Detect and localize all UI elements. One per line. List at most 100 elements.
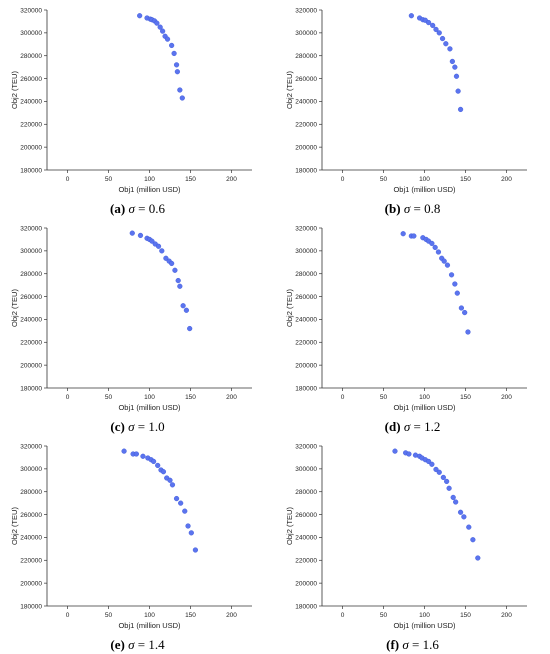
caption-symbol: σ	[402, 637, 409, 652]
y-tick-label: 320000	[20, 225, 42, 232]
y-tick-label: 260000	[20, 512, 42, 519]
data-point	[429, 461, 435, 467]
y-tick-label: 200000	[295, 580, 317, 587]
caption-tag: (a)	[110, 201, 126, 216]
caption-value: = 0.8	[413, 201, 441, 216]
caption-value: = 1.6	[412, 637, 439, 652]
y-tick-label: 320000	[295, 7, 317, 14]
y-tick-label: 220000	[295, 122, 317, 129]
data-point	[447, 46, 453, 52]
data-point	[185, 523, 191, 529]
y-tick-label: 280000	[20, 53, 42, 60]
data-point	[433, 466, 439, 473]
x-tick-label: 100	[144, 612, 155, 619]
data-point	[155, 243, 162, 249]
data-point	[440, 474, 446, 481]
x-tick-label: 100	[419, 612, 430, 619]
x-tick-label: 100	[419, 176, 430, 183]
data-point	[475, 555, 481, 561]
data-point	[169, 482, 176, 488]
caption-symbol: σ	[403, 201, 411, 216]
x-tick-label: 200	[226, 394, 237, 401]
data-point	[452, 281, 458, 287]
x-axis-label: Obj1 (million USD)	[393, 621, 456, 630]
x-tick-label: 150	[185, 176, 196, 183]
y-tick-label: 180000	[295, 167, 317, 174]
y-axis-label: Obj2 (TEU)	[285, 507, 294, 545]
y-tick-label: 240000	[20, 99, 42, 106]
data-point	[155, 462, 161, 469]
data-point	[444, 262, 451, 268]
data-point	[177, 87, 183, 93]
data-point	[462, 309, 468, 316]
y-tick-label: 240000	[295, 535, 317, 542]
x-tick-label: 100	[144, 394, 155, 401]
data-point	[466, 524, 472, 530]
caption-value: = 1.4	[137, 637, 165, 652]
data-point	[160, 469, 167, 475]
x-tick-label: 50	[380, 612, 388, 619]
x-tick-label: 150	[460, 612, 471, 619]
data-point	[137, 232, 144, 239]
data-point	[443, 41, 449, 47]
y-tick-label: 320000	[20, 443, 42, 450]
y-tick-label: 260000	[20, 294, 42, 301]
data-point	[177, 283, 183, 289]
data-point	[446, 485, 452, 491]
data-point	[171, 50, 177, 57]
data-point	[444, 478, 450, 485]
x-tick-label: 200	[226, 612, 237, 619]
y-tick-label: 280000	[295, 53, 317, 60]
data-point	[461, 514, 467, 520]
y-tick-label: 280000	[295, 271, 317, 278]
x-tick-label: 50	[105, 394, 113, 401]
x-tick-label: 150	[185, 612, 196, 619]
y-tick-label: 200000	[20, 144, 42, 151]
x-tick-label: 150	[185, 394, 196, 401]
y-tick-label: 280000	[20, 489, 42, 496]
caption-value: = 1.2	[413, 419, 441, 434]
data-point	[183, 307, 190, 313]
data-point	[169, 260, 175, 267]
y-tick-label: 240000	[295, 99, 317, 106]
x-axis-label: Obj1 (million USD)	[118, 621, 181, 630]
data-point	[169, 42, 175, 49]
y-axis-label: Obj2 (TEU)	[285, 71, 294, 109]
x-axis-label: Obj1 (million USD)	[118, 403, 181, 412]
data-point	[470, 537, 476, 543]
data-point	[450, 494, 456, 501]
y-tick-label: 220000	[20, 558, 42, 565]
y-tick-label: 200000	[20, 362, 42, 369]
x-axis-label: Obj1 (million USD)	[393, 403, 456, 412]
data-point	[432, 244, 438, 251]
data-point	[174, 69, 180, 75]
x-axis-label: Obj1 (million USD)	[118, 185, 181, 194]
x-tick-label: 0	[66, 394, 70, 401]
data-point	[439, 35, 446, 42]
scatter-panel-5: 180000 200000 220000 240000 260000 280000 3000…	[275, 436, 550, 654]
data-point	[137, 13, 143, 19]
caption-value: = 0.6	[138, 201, 165, 216]
y-tick-label: 220000	[295, 558, 317, 565]
scatter-panel-2: 180000 200000 220000 240000 260000 280000 3000…	[0, 218, 275, 436]
data-point	[454, 290, 460, 296]
panel-caption: (b) σ = 0.8	[275, 201, 550, 217]
y-tick-label: 280000	[295, 489, 317, 496]
y-tick-label: 260000	[295, 76, 317, 83]
x-tick-label: 0	[66, 612, 70, 619]
data-point	[430, 22, 436, 29]
scatter-plot-svg: 180000 200000 220000 240000 260000 280000 3000…	[285, 225, 527, 412]
x-tick-label: 0	[341, 394, 345, 401]
y-axis-label: Obj2 (TEU)	[285, 289, 294, 327]
data-point	[178, 500, 184, 506]
x-tick-label: 100	[144, 176, 155, 183]
y-tick-label: 200000	[295, 362, 317, 369]
panel-caption: (c) σ = 1.0	[0, 419, 275, 435]
y-tick-label: 320000	[20, 7, 42, 14]
data-point	[192, 547, 199, 553]
y-tick-label: 200000	[295, 144, 317, 151]
data-point	[453, 499, 459, 505]
data-point	[392, 448, 398, 454]
scatter-plot-svg: 180000 200000 220000 240000 260000 280000 3000…	[10, 7, 252, 194]
